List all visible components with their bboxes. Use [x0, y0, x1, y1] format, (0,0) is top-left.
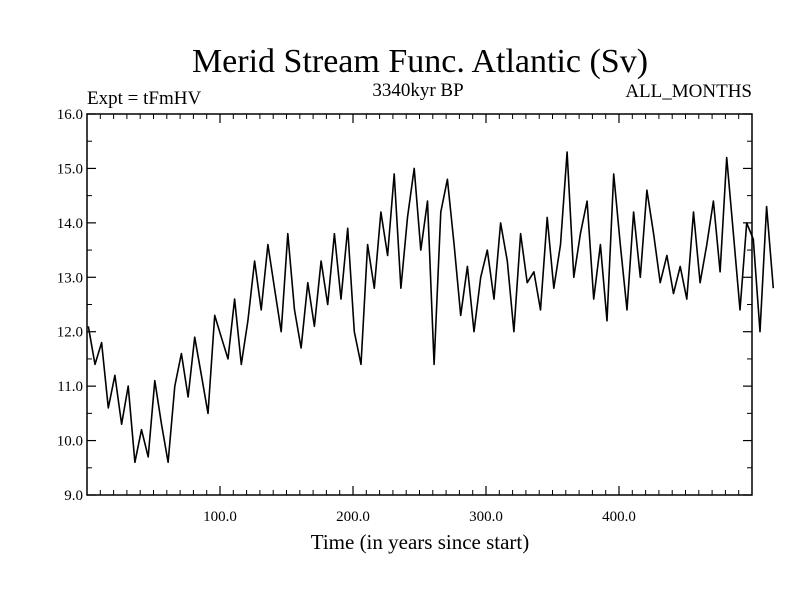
x-axis: 100.0 200.0 300.0 400.0	[99, 114, 740, 525]
y-tick-label: 9.0	[64, 488, 83, 504]
x-axis-label: Time (in years since start)	[311, 530, 530, 554]
period-label: 3340kyr BP	[372, 80, 463, 101]
series-layer	[87, 151, 775, 464]
experiment-label: Expt = tFmHV	[87, 88, 201, 109]
series-line	[87, 151, 775, 464]
plot-frame	[86, 113, 753, 496]
x-tick-label: 100.0	[203, 509, 237, 525]
y-tick-label: 11.0	[57, 379, 83, 395]
y-tick-label: 16.0	[57, 107, 83, 123]
y-tick-label: 12.0	[57, 325, 83, 341]
x-tick-label: 200.0	[336, 509, 370, 525]
y-axis: 9.0 10.0 11.0 12.0 13.0 14.0 15.0 16.0	[57, 107, 752, 504]
y-tick-label: 14.0	[57, 216, 83, 232]
y-tick-label: 10.0	[57, 434, 83, 450]
x-tick-label: 300.0	[469, 509, 503, 525]
y-tick-label: 15.0	[57, 161, 83, 177]
x-tick-label: 400.0	[602, 509, 636, 525]
chart-title: Merid Stream Func. Atlantic (Sv)	[192, 43, 648, 80]
y-tick-label: 13.0	[57, 270, 83, 286]
months-label: ALL_MONTHS	[625, 81, 752, 102]
